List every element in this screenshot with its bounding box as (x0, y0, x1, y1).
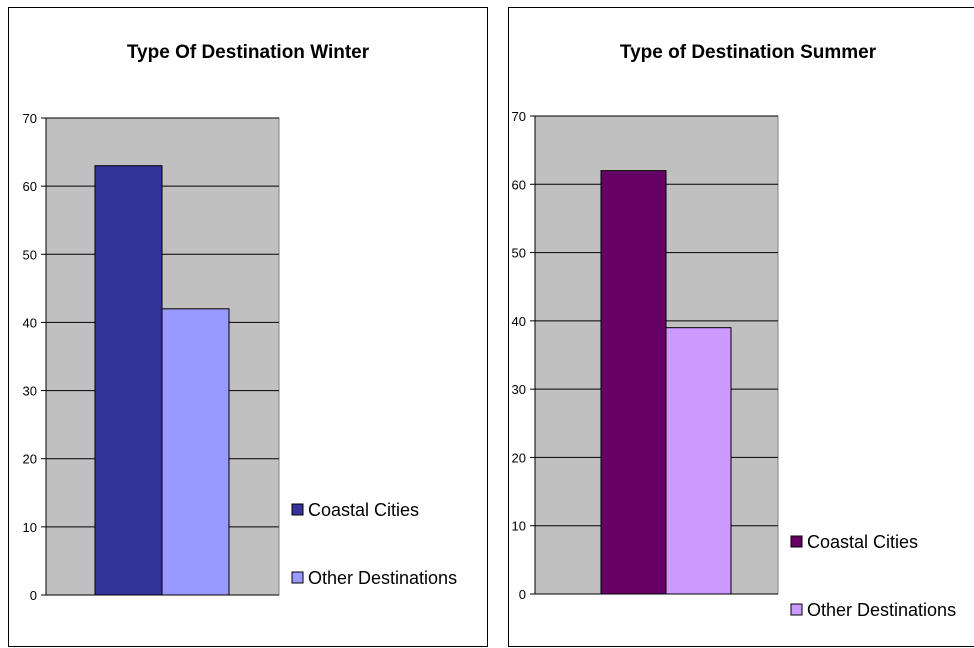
y-tick-label: 70 (512, 109, 526, 124)
legend-swatch (291, 571, 304, 584)
bar-other-destinations (665, 327, 732, 595)
y-tick-label: 60 (512, 177, 526, 192)
y-tick-label: 70 (23, 111, 37, 126)
bar-coastal-cities (94, 165, 163, 596)
legend-label: Other Destinations (807, 600, 956, 620)
legend-label: Other Destinations (308, 568, 457, 588)
y-tick-label: 60 (23, 179, 37, 194)
legend-label: Coastal Cities (308, 500, 419, 520)
legend-swatch (790, 603, 803, 616)
legend-label: Coastal Cities (807, 532, 918, 552)
y-tick-label: 20 (512, 450, 526, 465)
y-tick-label: 0 (30, 588, 37, 603)
y-tick-label: 30 (512, 382, 526, 397)
bar-coastal-cities (600, 170, 667, 595)
summer-bar-chart: 0 10 20 30 40 50 60 70 Coastal Cities Other Desti… (512, 109, 957, 620)
chart-title: Type of Destination Summer (619, 42, 877, 63)
winter-chart-panel: Type Of Destination Winter 0 10 20 30 40 50 60… (8, 7, 488, 647)
summer-chart-panel: Type of Destination Summer 0 10 20 30 40 50 60… (508, 7, 974, 647)
chart-title: Type Of Destination Winter (126, 42, 370, 63)
y-tick-label: 50 (23, 247, 37, 262)
y-tick-label: 40 (512, 314, 526, 329)
y-tick-label: 10 (512, 519, 526, 534)
y-tick-label: 20 (23, 452, 37, 467)
legend-swatch (790, 535, 803, 548)
y-tick-label: 50 (512, 246, 526, 261)
y-tick-label: 40 (23, 315, 37, 330)
legend-swatch (291, 503, 304, 516)
winter-bar-chart: 0 10 20 30 40 50 60 70 Coastal Cities Other Desti… (23, 111, 458, 603)
y-tick-label: 30 (23, 384, 37, 399)
bar-other-destinations (161, 308, 230, 596)
y-tick-label: 10 (23, 520, 37, 535)
y-tick-label: 0 (519, 587, 526, 602)
